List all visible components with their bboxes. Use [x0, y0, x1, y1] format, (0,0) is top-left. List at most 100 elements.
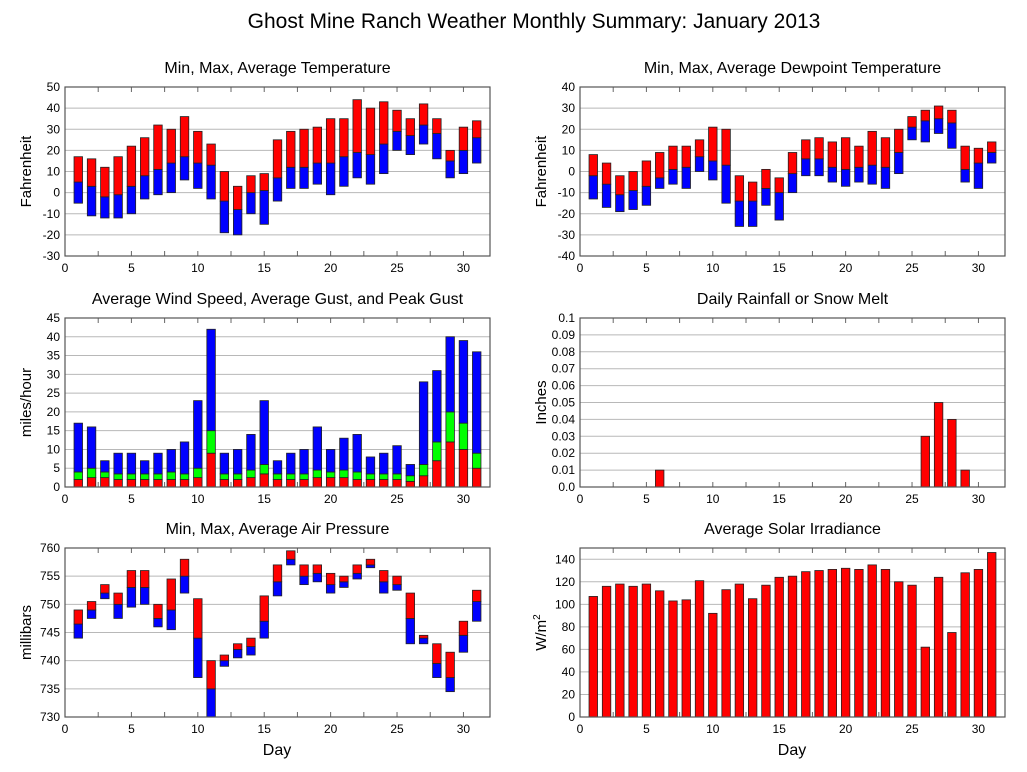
bar-avg-to-max-day-19: [312, 564, 322, 574]
bar-day-27: [933, 402, 944, 488]
bar-avg-gust-day-25: [392, 473, 402, 480]
bar-avg-wind-day-22: [352, 479, 362, 488]
panel-6: Average Solar IrradianceW/m2020406080100…: [532, 521, 1006, 736]
bar-min-to-avg-day-7: [153, 168, 163, 196]
bar-min-to-avg-day-28: [432, 663, 442, 678]
y-tick-label: 20: [47, 143, 61, 157]
bar-avg-to-max-day-20: [840, 137, 851, 170]
bar-min-to-avg-day-17: [801, 158, 811, 177]
bar-min-to-avg-day-17: [286, 166, 296, 189]
bar-day-23: [880, 569, 891, 718]
bar-min-to-avg-day-26: [405, 135, 415, 155]
bar-avg-to-max-day-17: [801, 139, 811, 160]
x-tick-label: 5: [643, 722, 650, 736]
bar-avg-to-max-day-24: [894, 128, 904, 153]
bar-min-to-avg-day-20: [325, 584, 336, 594]
bar-day-6: [655, 590, 665, 718]
y-tick-label: 755: [40, 569, 60, 583]
x-tick-label: 20: [839, 722, 853, 736]
x-tick-label: 10: [706, 492, 720, 506]
bar-avg-to-max-day-26: [405, 592, 415, 619]
y-tick-label: 750: [40, 597, 60, 611]
y-tick-label: 760: [40, 541, 60, 555]
bar-avg-to-max-day-1: [588, 154, 598, 177]
bar-avg-gust-day-19: [312, 469, 322, 479]
x-tick-label: 15: [773, 722, 787, 736]
bar-min-to-avg-day-14: [246, 646, 256, 656]
bar-peak-gust-day-27: [418, 381, 429, 465]
y-tick-label: 0: [53, 186, 60, 200]
y-axis-label: Inches: [533, 380, 550, 424]
bar-avg-wind-day-15: [259, 473, 269, 488]
bar-avg-to-max-day-16: [272, 564, 283, 583]
bar-avg-to-max-day-4: [113, 156, 123, 196]
bar-avg-to-max-day-31: [987, 141, 997, 153]
bar-avg-to-max-day-26: [405, 118, 415, 136]
bar-day-26: [920, 435, 930, 488]
bar-avg-to-max-day-3: [615, 175, 625, 196]
bar-min-to-avg-day-14: [246, 192, 256, 215]
y-tick-label: 120: [555, 575, 575, 589]
bar-min-to-avg-day-19: [312, 572, 322, 583]
bar-min-to-avg-day-2: [601, 183, 612, 208]
bar-min-to-avg-day-10: [193, 162, 203, 189]
bar-avg-to-max-day-28: [432, 643, 442, 664]
bar-min-to-avg-day-24: [894, 152, 904, 175]
bar-avg-to-max-day-26: [920, 109, 930, 122]
bar-avg-to-max-day-25: [907, 116, 917, 128]
bar-peak-gust-day-13: [233, 449, 243, 475]
bar-min-to-avg-day-11: [206, 164, 216, 200]
y-tick-label: -40: [558, 249, 576, 263]
bar-avg-wind-day-31: [472, 467, 482, 488]
bar-avg-gust-day-15: [259, 464, 269, 475]
bar-avg-to-max-day-30: [458, 126, 469, 151]
main-title: Ghost Mine Ranch Weather Monthly Summary…: [248, 10, 821, 33]
bar-avg-gust-day-18: [299, 473, 309, 480]
bar-min-to-avg-day-29: [445, 160, 455, 179]
bar-peak-gust-day-30: [458, 340, 469, 424]
y-axis-label: W/m2: [532, 614, 550, 651]
bar-min-to-avg-day-11: [206, 688, 216, 718]
bar-min-to-avg-day-29: [960, 168, 970, 183]
bar-avg-gust-day-31: [472, 452, 482, 469]
bar-peak-gust-day-26: [405, 464, 415, 477]
bar-avg-to-max-day-25: [392, 575, 402, 586]
bar-min-to-avg-day-18: [814, 158, 824, 177]
bar-peak-gust-day-1: [73, 422, 83, 473]
bar-min-to-avg-day-6: [140, 587, 150, 605]
bar-day-15: [774, 576, 784, 718]
bar-avg-to-max-day-23: [365, 107, 376, 155]
bar-day-12: [734, 583, 745, 718]
x-tick-label: 20: [324, 492, 338, 506]
bar-min-to-avg-day-28: [432, 133, 442, 160]
x-tick-label: 20: [324, 261, 338, 275]
x-tick-label: 10: [191, 261, 205, 275]
y-axis-label-text: Fahrenheit: [18, 135, 35, 208]
bar-min-to-avg-day-5: [126, 587, 137, 608]
bar-peak-gust-day-14: [246, 434, 256, 471]
bar-avg-to-max-day-15: [259, 173, 269, 191]
bar-avg-gust-day-12: [219, 473, 230, 480]
bar-peak-gust-day-19: [312, 426, 322, 471]
x-tick-label: 30: [457, 722, 471, 736]
bar-avg-to-max-day-10: [193, 598, 203, 639]
bar-min-to-avg-day-10: [708, 160, 718, 181]
bar-avg-gust-day-27: [418, 464, 429, 477]
bar-avg-gust-day-16: [272, 473, 283, 480]
y-tick-label: 0.03: [552, 429, 576, 443]
y-tick-label: 0.0: [558, 480, 575, 494]
bar-avg-gust-day-29: [445, 411, 455, 443]
bar-min-to-avg-day-3: [100, 196, 110, 219]
bar-min-to-avg-day-15: [774, 192, 784, 221]
bar-day-2: [601, 585, 612, 718]
bar-min-to-avg-day-9: [179, 575, 190, 594]
x-tick-label: 0: [62, 722, 69, 736]
bar-avg-to-max-day-1: [73, 156, 83, 183]
bar-day-8: [681, 599, 691, 718]
bar-avg-to-max-day-27: [933, 105, 944, 120]
bar-avg-gust-day-4: [113, 473, 123, 480]
x-tick-label: 5: [128, 722, 135, 736]
y-tick-label: 40: [47, 101, 61, 115]
bar-avg-wind-day-19: [312, 477, 322, 488]
bar-peak-gust-day-7: [153, 452, 163, 475]
